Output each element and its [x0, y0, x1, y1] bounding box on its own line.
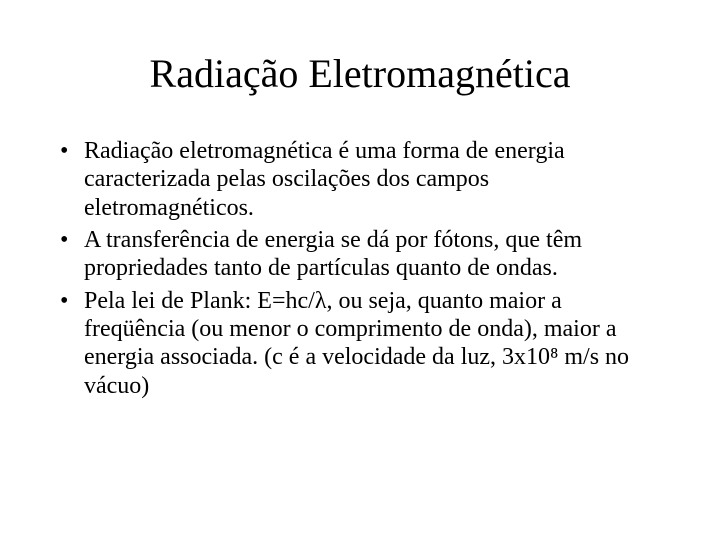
list-item: A transferência de energia se dá por fót…: [60, 226, 660, 283]
list-item: Radiação eletromagnética é uma forma de …: [60, 137, 660, 222]
list-item: Pela lei de Plank: E=hc/λ, ou seja, quan…: [60, 287, 660, 400]
slide-title: Radiação Eletromagnética: [60, 50, 660, 97]
slide: Radiação Eletromagnética Radiação eletro…: [0, 0, 720, 540]
bullet-list: Radiação eletromagnética é uma forma de …: [60, 137, 660, 400]
